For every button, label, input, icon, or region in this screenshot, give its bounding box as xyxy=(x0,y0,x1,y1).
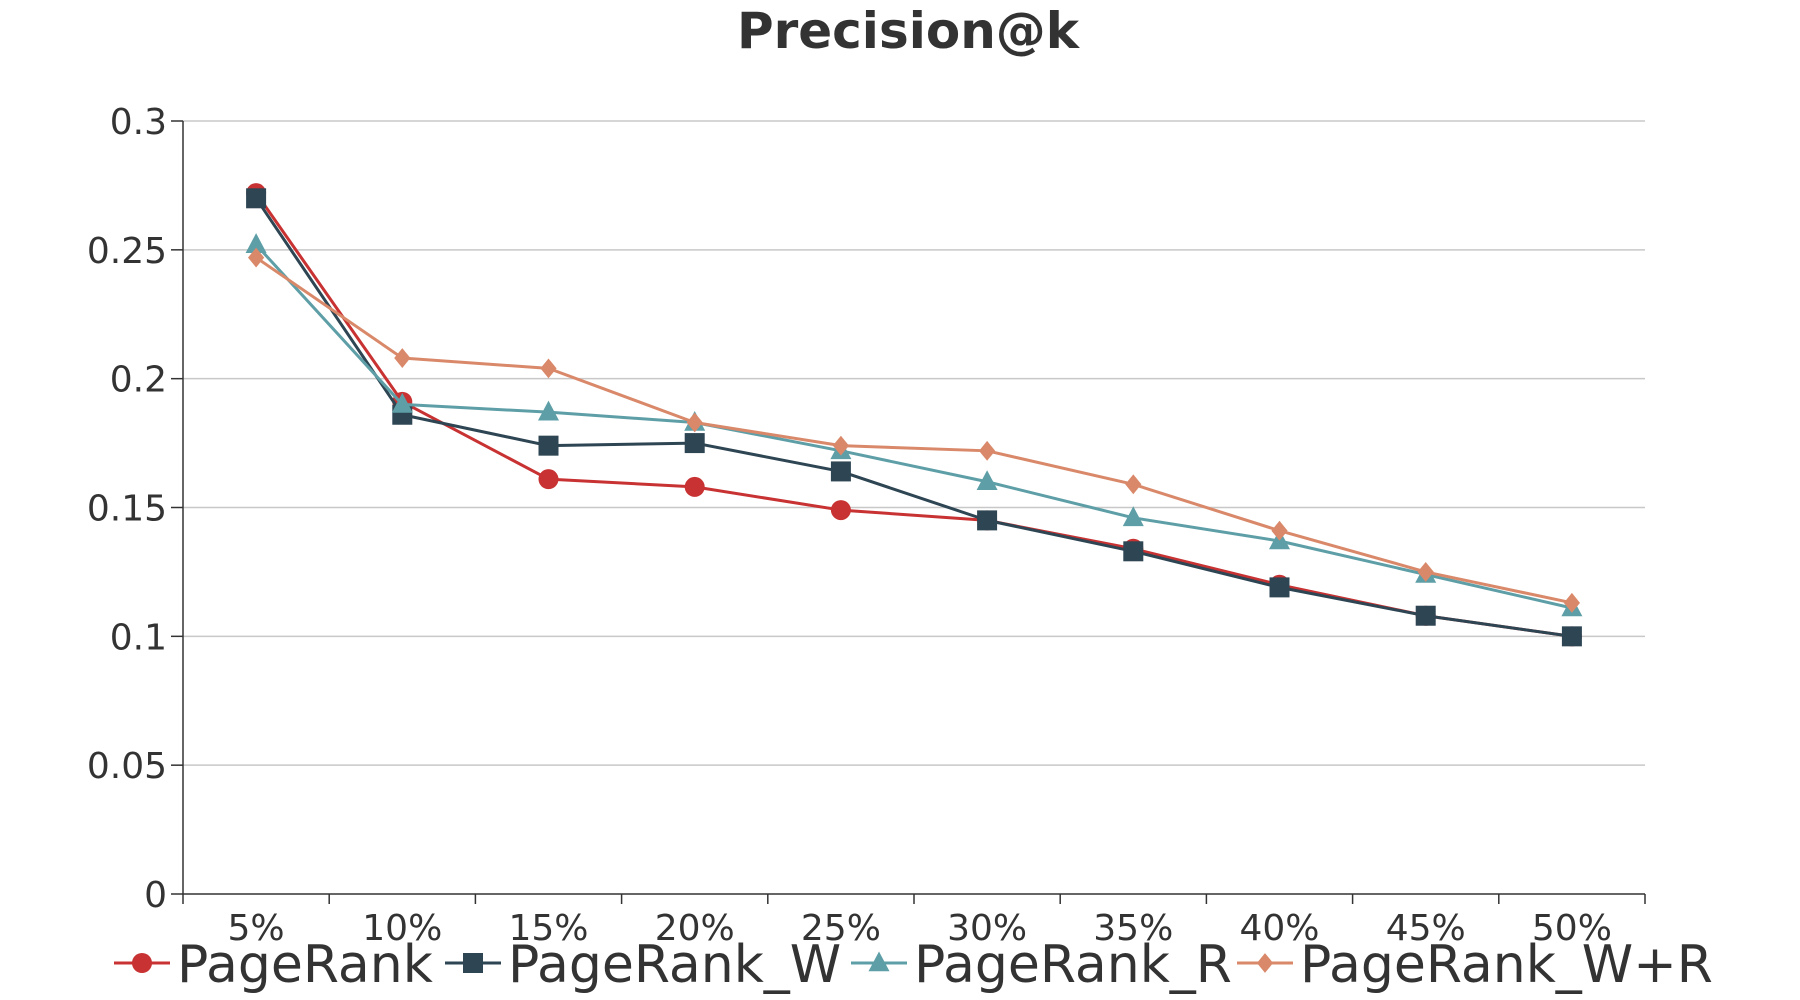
series-group-PageRank xyxy=(246,183,1582,647)
data-point-PageRank_R-15% xyxy=(538,400,559,421)
legend-item-PageRank_R: PageRank_R xyxy=(851,935,1232,995)
series-line-PageRank_R xyxy=(254,243,1573,610)
legend-marker-circle xyxy=(132,953,152,973)
x-tick-label: 20% xyxy=(655,908,735,949)
legend: PageRank PageRank_W PageRank_R PageRank_W+R xyxy=(114,935,1713,995)
data-point-PageRank_W+R-40% xyxy=(1271,520,1288,541)
legend-item-PageRank_W: PageRank_W xyxy=(445,935,841,995)
data-point-PageRank_W+R-30% xyxy=(979,440,996,461)
series-group-PageRank_W+R xyxy=(248,247,1580,613)
data-point-PageRank_W-5% xyxy=(246,188,267,209)
data-point-PageRank-25% xyxy=(830,500,851,521)
legend-label: PageRank_W xyxy=(508,935,841,995)
x-tick-label: 25% xyxy=(801,908,881,949)
x-tick-label: 15% xyxy=(508,908,588,949)
series-layer xyxy=(245,183,1583,647)
legend-item-PageRank: PageRank xyxy=(114,935,433,995)
data-point-PageRank-20% xyxy=(684,476,705,497)
data-point-PageRank_W-45% xyxy=(1415,605,1436,626)
y-tick-label: 0.2 xyxy=(110,360,167,401)
legend-marker-square xyxy=(463,953,483,973)
data-point-PageRank_W-40% xyxy=(1269,577,1290,598)
series-line-PageRank_W+R xyxy=(255,256,1573,605)
x-tick-label: 10% xyxy=(362,908,442,949)
legend-label: PageRank xyxy=(177,935,433,995)
axes-layer: 0 0.05 0.1 0.15 0.2 0.25 0.3 5% 10% 15% 20% 25% 30% 3… xyxy=(87,102,1646,949)
x-tick-label: 50% xyxy=(1532,908,1612,949)
data-point-PageRank_W+R-5% xyxy=(248,247,265,268)
series-line-PageRank_W xyxy=(254,197,1573,638)
x-tick-label: 35% xyxy=(1093,908,1173,949)
legend-marker-diamond xyxy=(1256,953,1274,973)
data-point-PageRank_W+R-25% xyxy=(832,435,849,456)
x-tick-label: 40% xyxy=(1239,908,1319,949)
data-point-PageRank_W+R-35% xyxy=(1125,474,1142,495)
data-point-PageRank_R-35% xyxy=(1122,506,1144,527)
data-point-PageRank_W+R-50% xyxy=(1563,592,1580,613)
y-tick-label: 0 xyxy=(144,875,167,916)
data-point-PageRank_W+R-20% xyxy=(686,412,703,433)
y-tick-label: 0.3 xyxy=(110,102,167,143)
x-tick-label: 45% xyxy=(1386,908,1466,949)
y-tick-label: 0.1 xyxy=(110,617,167,658)
data-point-PageRank_W-30% xyxy=(977,510,998,531)
data-point-PageRank_R-5% xyxy=(245,233,267,253)
grid-layer xyxy=(183,120,1645,766)
chart-title: Precision@k xyxy=(737,2,1081,60)
data-point-PageRank_R-10% xyxy=(391,392,413,413)
legend-item-PageRank_W+R: PageRank_W+R xyxy=(1237,935,1713,995)
series-group-PageRank_W xyxy=(246,188,1582,647)
legend-marker-triangle xyxy=(868,951,890,972)
y-tick-label: 0.05 xyxy=(87,746,167,787)
data-point-PageRank_W+R-45% xyxy=(1417,562,1434,582)
series-line-PageRank xyxy=(254,192,1573,638)
data-point-PageRank_W-35% xyxy=(1123,541,1144,562)
data-point-PageRank_W-25% xyxy=(830,461,851,482)
data-point-PageRank_R-30% xyxy=(976,470,998,491)
data-point-PageRank_W+R-10% xyxy=(394,348,411,368)
y-tick-label: 0.25 xyxy=(87,231,167,272)
data-point-PageRank_W-15% xyxy=(538,435,559,456)
y-tick-label: 0.15 xyxy=(87,489,167,530)
legend-label: PageRank_W+R xyxy=(1300,935,1713,995)
x-tick-label: 5% xyxy=(228,908,285,949)
data-point-PageRank_W-20% xyxy=(684,433,705,454)
data-point-PageRank_W-50% xyxy=(1561,626,1582,647)
legend-label: PageRank_R xyxy=(914,935,1232,995)
data-point-PageRank_W+R-15% xyxy=(540,358,557,379)
x-tick-label: 30% xyxy=(947,908,1027,949)
data-point-PageRank-15% xyxy=(538,469,559,490)
